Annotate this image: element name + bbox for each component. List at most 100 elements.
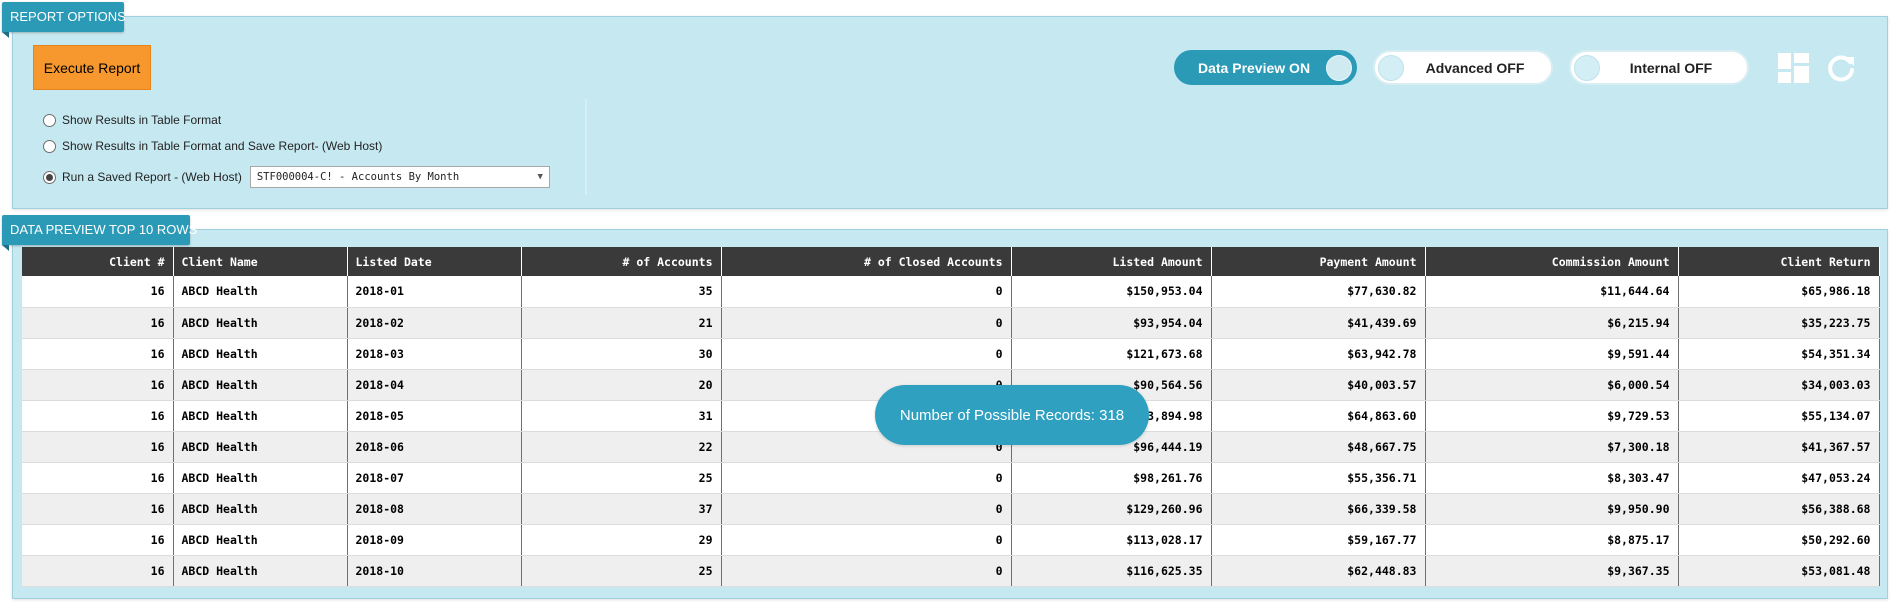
table-cell: ABCD Health [173, 369, 348, 401]
column-header[interactable]: # of Accounts [521, 247, 722, 276]
table-cell: $98,261.76 [1011, 462, 1212, 494]
saved-report-select[interactable]: STF000004-C! - Accounts By Month ▼ [249, 166, 550, 188]
grid-layout-icon[interactable] [1778, 53, 1809, 83]
table-cell: $48,667.75 [1211, 431, 1426, 463]
radio-table-format-save[interactable]: Show Results in Table Format and Save Re… [43, 139, 382, 153]
table-row: 16 ABCD Health 2018-10 25 0 $116,625.35 $62,44… [22, 555, 1880, 587]
table-cell: $113,028.17 [1011, 524, 1212, 556]
table-cell: 16 [22, 493, 174, 525]
radio-label: Show Results in Table Format and Save Re… [62, 139, 383, 153]
table-cell: $41,439.69 [1211, 307, 1426, 339]
table-cell: 16 [22, 338, 174, 370]
table-cell: $34,003.03 [1678, 369, 1880, 401]
table-cell: 2018-02 [347, 307, 522, 339]
table-cell: 0 [721, 276, 1012, 308]
table-cell: $50,292.60 [1678, 524, 1880, 556]
table-row: 16 ABCD Health 2018-09 29 0 $113,028.17 $59,16… [22, 524, 1880, 556]
table-cell: 2018-06 [347, 431, 522, 463]
table-cell: 20 [521, 369, 722, 401]
column-header[interactable]: Listed Date [347, 247, 522, 276]
advanced-toggle[interactable]: Advanced OFF [1373, 50, 1553, 85]
table-cell: ABCD Health [173, 338, 348, 370]
table-cell: 25 [521, 555, 722, 587]
table-cell: $93,954.04 [1011, 307, 1212, 339]
table-cell: $56,388.68 [1678, 493, 1880, 525]
table-cell: $8,303.47 [1425, 462, 1679, 494]
column-header[interactable]: Commission Amount [1425, 247, 1679, 276]
toggle-knob [1574, 55, 1600, 81]
table-cell: 2018-01 [347, 276, 522, 308]
radio-button[interactable] [43, 113, 56, 127]
table-cell: $64,863.60 [1211, 400, 1426, 432]
possible-records-badge: Number of Possible Records: 318 [875, 385, 1149, 445]
column-header[interactable]: Client # [22, 247, 174, 276]
table-cell: $150,953.04 [1011, 276, 1212, 308]
table-row: 16 ABCD Health 2018-03 30 0 $121,673.68 $63,94… [22, 338, 1880, 370]
table-cell: ABCD Health [173, 524, 348, 556]
table-cell: 16 [22, 400, 174, 432]
radio-button[interactable] [43, 170, 56, 184]
table-cell: $65,986.18 [1678, 276, 1880, 308]
table-cell: ABCD Health [173, 400, 348, 432]
table-cell: 16 [22, 307, 174, 339]
toggle-label: Data Preview ON [1198, 59, 1311, 76]
toggle-label: Advanced OFF [1425, 59, 1525, 76]
report-options-panel: Execute Report Show Results in Table For… [12, 16, 1888, 209]
table-cell: $6,000.54 [1425, 369, 1679, 401]
table-cell: 0 [721, 555, 1012, 587]
table-cell: $7,300.18 [1425, 431, 1679, 463]
refresh-icon[interactable] [1826, 53, 1856, 83]
table-cell: 2018-04 [347, 369, 522, 401]
table-cell: 16 [22, 524, 174, 556]
table-cell: 2018-07 [347, 462, 522, 494]
table-cell: 21 [521, 307, 722, 339]
table-row: 16 ABCD Health 2018-01 35 0 $150,953.04 $77,63… [22, 276, 1880, 308]
table-cell: 0 [721, 462, 1012, 494]
table-cell: 16 [22, 431, 174, 463]
column-header[interactable]: Listed Amount [1011, 247, 1212, 276]
table-cell: 0 [721, 524, 1012, 556]
radio-button[interactable] [43, 139, 56, 153]
table-cell: 2018-09 [347, 524, 522, 556]
saved-report-value: STF000004-C! - Accounts By Month [256, 171, 460, 183]
table-cell: $6,215.94 [1425, 307, 1679, 339]
toggle-label: Internal OFF [1629, 59, 1713, 76]
table-cell: $121,673.68 [1011, 338, 1212, 370]
execute-report-button[interactable]: Execute Report [33, 45, 151, 90]
table-cell: 16 [22, 276, 174, 308]
column-header[interactable]: Payment Amount [1211, 247, 1426, 276]
table-cell: $35,223.75 [1678, 307, 1880, 339]
table-cell: 0 [721, 493, 1012, 525]
table-cell: ABCD Health [173, 307, 348, 339]
table-cell: $11,644.64 [1425, 276, 1679, 308]
table-cell: $9,591.44 [1425, 338, 1679, 370]
table-cell: 0 [721, 307, 1012, 339]
table-cell: 2018-03 [347, 338, 522, 370]
table-cell: ABCD Health [173, 555, 348, 587]
column-header[interactable]: Client Return [1678, 247, 1880, 276]
table-cell: $53,081.48 [1678, 555, 1880, 587]
radio-run-saved-report[interactable]: Run a Saved Report - (Web Host) STF00000… [43, 166, 550, 188]
internal-toggle[interactable]: Internal OFF [1569, 50, 1749, 85]
table-cell: 16 [22, 462, 174, 494]
data-preview-toggle[interactable]: Data Preview ON [1174, 50, 1357, 85]
radio-label: Run a Saved Report - (Web Host) [62, 170, 242, 184]
toggle-knob [1378, 55, 1404, 81]
chevron-down-icon: ▼ [537, 172, 543, 182]
table-cell: 29 [521, 524, 722, 556]
table-cell: ABCD Health [173, 462, 348, 494]
table-cell: $9,367.35 [1425, 555, 1679, 587]
table-cell: $9,729.53 [1425, 400, 1679, 432]
table-cell: $129,260.96 [1011, 493, 1212, 525]
table-header-row: Client # Client Name Listed Date # of Ac… [22, 247, 1880, 276]
column-header[interactable]: # of Closed Accounts [721, 247, 1012, 276]
table-cell: $9,950.90 [1425, 493, 1679, 525]
table-cell: $59,167.77 [1211, 524, 1426, 556]
radio-table-format[interactable]: Show Results in Table Format [43, 113, 221, 127]
table-cell: 16 [22, 369, 174, 401]
table-cell: 35 [521, 276, 722, 308]
table-cell: 0 [721, 338, 1012, 370]
column-header[interactable]: Client Name [173, 247, 348, 276]
table-cell: 2018-08 [347, 493, 522, 525]
